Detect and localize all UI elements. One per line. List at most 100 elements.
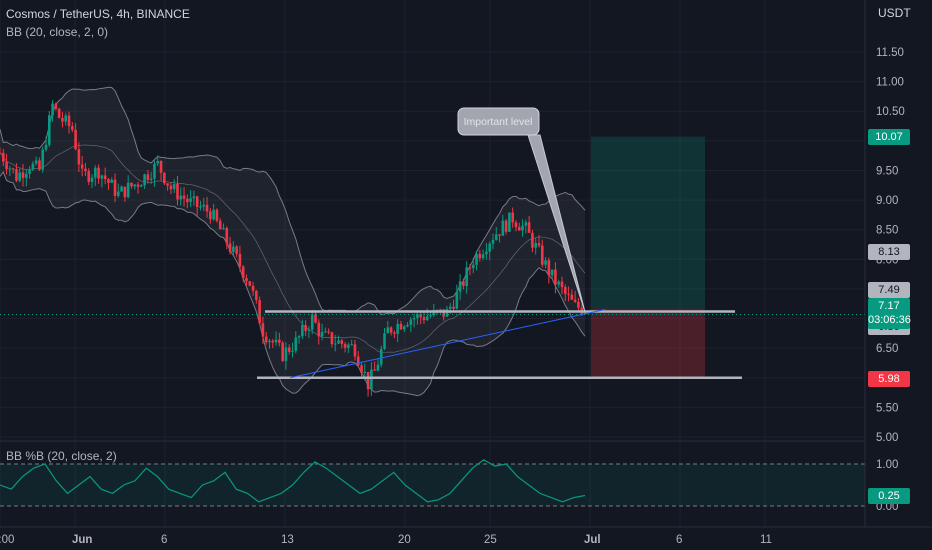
candle-body [347, 344, 350, 348]
candle-body [508, 212, 511, 232]
price-tick-label: 10.50 [876, 106, 905, 118]
candle-body [537, 243, 541, 246]
candle-body [353, 344, 357, 357]
candle-body [478, 253, 482, 259]
candle-body [485, 251, 488, 255]
time-tick-label: 20 [398, 534, 411, 546]
candle-body [163, 172, 166, 184]
candle-body [251, 285, 255, 291]
candle-body [11, 168, 15, 170]
candle-body [412, 318, 416, 320]
candle-body [498, 234, 501, 236]
candle-body [471, 264, 475, 269]
bollinger-legend[interactable]: BB (20, close, 2, 0) [6, 25, 109, 39]
candle-body [481, 254, 485, 259]
candle-body [228, 243, 232, 252]
candle-body [195, 196, 199, 207]
candle-body [225, 227, 229, 244]
candle-body [462, 281, 465, 287]
candle-body [307, 329, 311, 331]
candle-body [179, 195, 183, 200]
candle-body [156, 160, 160, 164]
time-tick-label: 11 [760, 534, 772, 546]
candle-body [248, 281, 252, 286]
candle-body [113, 179, 117, 196]
price-tag-value: 8.13 [878, 245, 900, 258]
candle-body [261, 323, 265, 337]
candle-body [21, 172, 25, 178]
last-price-tag-countdown: 03:06:36 [868, 314, 911, 327]
candle-body [514, 222, 518, 228]
candle-body [100, 175, 104, 179]
candle-body [205, 204, 209, 212]
price-tag-value: 7.49 [878, 283, 900, 296]
candle-body [97, 167, 100, 179]
candle-body [212, 209, 215, 220]
candle-body [448, 306, 452, 309]
candle-body [166, 183, 169, 186]
candle-body [573, 299, 577, 302]
candle-body [366, 371, 370, 390]
candle-body [103, 175, 107, 180]
candle-body [416, 314, 419, 319]
percent-b-legend[interactable]: BB %B (20, close, 2) [6, 449, 117, 463]
candle-body [314, 314, 317, 323]
percent-b-band [0, 464, 865, 506]
candle-body [123, 186, 127, 198]
price-tick-label: 5.00 [876, 432, 898, 444]
candle-body [540, 245, 544, 265]
percent-b-oscillator [0, 440, 865, 507]
candle-body [281, 342, 284, 361]
candle-body [287, 347, 291, 352]
candle-body [294, 337, 298, 351]
bollinger-bands [0, 86, 586, 397]
candle-body [557, 281, 561, 285]
candle-body [383, 333, 386, 349]
price-tick-label: 8.50 [876, 225, 898, 237]
candle-body [94, 167, 97, 178]
candle-body [255, 290, 258, 301]
candle-body [241, 266, 245, 279]
candle-body [554, 269, 557, 285]
candle-body [130, 182, 133, 187]
candle-body [422, 317, 426, 321]
upper-band [0, 86, 586, 316]
candle-body [442, 309, 445, 317]
candle-body [570, 294, 574, 300]
candle-body [327, 331, 330, 333]
candle-body [189, 198, 192, 202]
candle-body [330, 332, 334, 345]
candle-body [445, 308, 449, 317]
candle-body [488, 243, 491, 252]
candle-body [264, 336, 268, 343]
candle-body [215, 209, 219, 221]
candle-body [363, 371, 367, 373]
candle-body [491, 239, 495, 244]
target-zone [591, 136, 705, 309]
candle-body [110, 179, 114, 183]
time-tick-label: 13 [281, 534, 294, 546]
price-tick-label: 5.50 [876, 402, 898, 414]
candlestick-series [0, 100, 587, 397]
price-tag: 10.07 [868, 128, 910, 145]
candle-body [340, 340, 344, 345]
price-unit-label: USDT [878, 6, 911, 20]
candle-body [567, 293, 570, 295]
candle-body [47, 115, 51, 145]
candle-body [209, 211, 212, 220]
candle-body [61, 117, 64, 122]
candle-body [126, 182, 130, 198]
candle-body [182, 195, 186, 199]
candle-body [297, 336, 301, 338]
price-tag: 8.13 [868, 243, 910, 260]
price-tick-label: 9.00 [876, 195, 898, 207]
candle-body [271, 340, 275, 343]
candle-body [337, 340, 340, 344]
candle-body [301, 325, 304, 337]
candle-body [146, 174, 150, 180]
candle-body [0, 152, 2, 154]
candle-body [140, 185, 143, 187]
candle-body [51, 103, 54, 116]
symbol-title[interactable]: Cosmos / TetherUS, 4h, BINANCE [6, 7, 190, 21]
